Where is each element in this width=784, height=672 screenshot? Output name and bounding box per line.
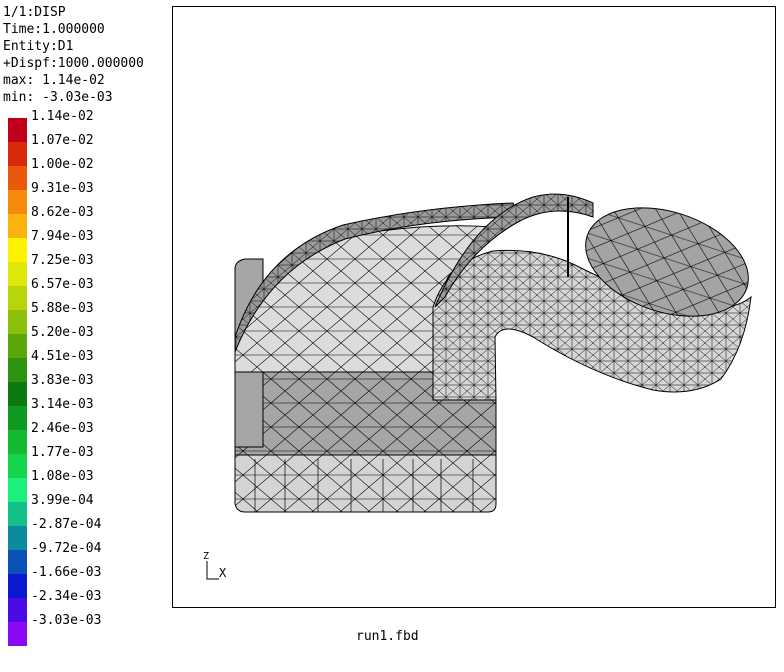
- model-viewport[interactable]: Z X: [172, 6, 776, 608]
- entity-label: Entity:D1: [3, 39, 74, 54]
- result-info-panel: 1/1:DISP Time:1.000000 Entity:D1 +Dispf:100…: [3, 4, 144, 106]
- legend-label: 1.08e-03: [31, 469, 94, 484]
- legend-swatch: [8, 262, 27, 286]
- legend-swatch: [8, 430, 27, 454]
- dispf-label: +Dispf:1000.000000: [3, 56, 144, 71]
- top-face: [234, 202, 519, 373]
- legend-label: -9.72e-04: [31, 541, 102, 556]
- legend-swatch: [8, 550, 27, 574]
- legend-label: 3.83e-03: [31, 373, 94, 388]
- legend-swatch: [8, 382, 27, 406]
- legend-label: 1.00e-02: [31, 157, 94, 172]
- legend-label: 7.25e-03: [31, 253, 94, 268]
- axis-triad: Z X: [201, 551, 231, 581]
- max-label: max: 1.14e-02: [3, 73, 105, 88]
- legend-label: 1.07e-02: [31, 133, 94, 148]
- legend-swatch: [8, 334, 27, 358]
- legend-swatch: [8, 622, 27, 646]
- legend-swatch: [8, 166, 27, 190]
- legend-swatch: [8, 574, 27, 598]
- legend-swatch: [8, 286, 27, 310]
- legend-label: 3.99e-04: [31, 493, 94, 508]
- time-label: Time:1.000000: [3, 22, 105, 37]
- legend-label: -1.66e-03: [31, 565, 102, 580]
- legend-swatch: [8, 214, 27, 238]
- file-name-label: run1.fbd: [356, 629, 419, 644]
- legend-label: 1.77e-03: [31, 445, 94, 460]
- z-axis-label: Z: [203, 551, 210, 562]
- legend-swatch: [8, 118, 27, 142]
- view-label: 1/1:DISP: [3, 5, 66, 20]
- legend-label: 1.14e-02: [31, 109, 94, 124]
- min-label: min: -3.03e-03: [3, 90, 113, 105]
- legend-swatch: [8, 358, 27, 382]
- legend-swatch: [8, 310, 27, 334]
- legend-swatch: [8, 454, 27, 478]
- legend-swatch: [8, 238, 27, 262]
- legend-swatch: [8, 598, 27, 622]
- axis-triad-icon: [206, 561, 219, 580]
- x-axis-label: X: [219, 566, 227, 580]
- legend-label: 7.94e-03: [31, 229, 94, 244]
- legend-label: -2.87e-04: [31, 517, 102, 532]
- legend-label: 3.14e-03: [31, 397, 94, 412]
- legend-label: 2.46e-03: [31, 421, 94, 436]
- legend-label: 5.20e-03: [31, 325, 94, 340]
- fe-mesh-model[interactable]: [173, 7, 775, 607]
- legend-label: 4.51e-03: [31, 349, 94, 364]
- legend-swatch: [8, 526, 27, 550]
- hook-arm: [432, 193, 752, 401]
- legend-label: -3.03e-03: [31, 613, 102, 628]
- legend-swatch: [8, 142, 27, 166]
- legend-label: -2.34e-03: [31, 589, 102, 604]
- legend-swatch: [8, 406, 27, 430]
- legend-label: 8.62e-03: [31, 205, 94, 220]
- legend-swatch: [8, 190, 27, 214]
- legend-swatch: [8, 502, 27, 526]
- legend-swatch: [8, 478, 27, 502]
- legend-label: 9.31e-03: [31, 181, 94, 196]
- legend-label: 6.57e-03: [31, 277, 94, 292]
- base-block: [234, 258, 497, 513]
- legend-label: 5.88e-03: [31, 301, 94, 316]
